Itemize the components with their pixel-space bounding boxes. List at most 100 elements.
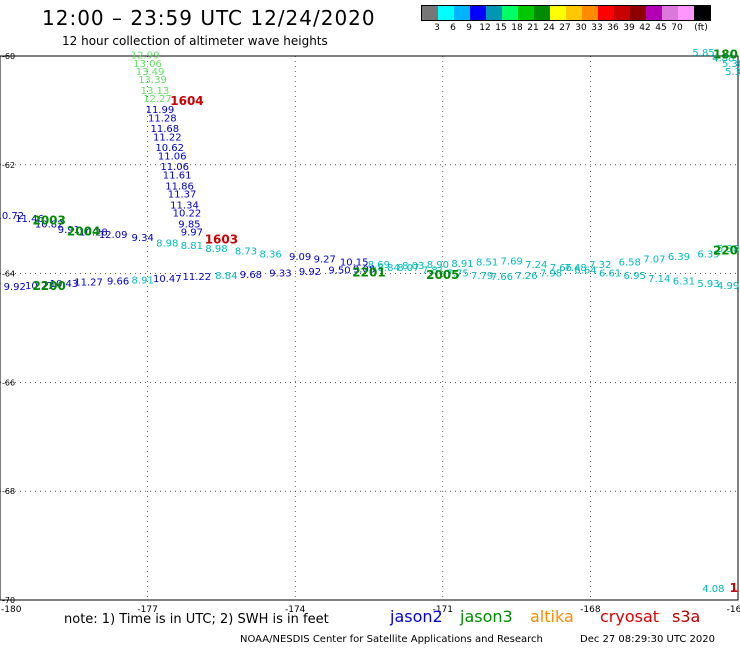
wave-height-label: 8.07 [397, 263, 419, 274]
wave-height-label: 5.38 [722, 59, 740, 70]
wave-height-label: 9.34 [132, 233, 154, 244]
legend-tick-label: 45 [655, 23, 667, 33]
wave-height-label: 4.08 [702, 584, 724, 595]
wave-height-label: 8.90 [427, 260, 449, 271]
wave-height-label: 5.38 [717, 244, 739, 255]
x-tick-label: -16 [727, 605, 740, 615]
wave-height-label: 13.13 [141, 86, 170, 97]
legend-tick-label: 21 [527, 23, 539, 33]
x-tick-label: -174 [285, 605, 306, 615]
wave-height-label: 10.28 [79, 228, 108, 239]
legend-swatch [486, 6, 502, 20]
y-tick-label: -62 [2, 161, 15, 170]
wave-height-label: 8.84 [215, 271, 237, 282]
x-tick-label: -171 [433, 605, 453, 615]
wave-height-label: 11.68 [150, 124, 179, 135]
wave-height-label: 10.15 [340, 257, 369, 268]
time-label: 2004 [67, 225, 100, 239]
wave-height-label: 9.97 [181, 228, 203, 239]
wave-height-label: 10.72 [0, 211, 24, 222]
legend-swatch [566, 6, 582, 20]
legend-tick-label: 30 [575, 23, 587, 33]
wave-height-label: 9.27 [314, 255, 336, 266]
y-tick-label: -66 [2, 378, 15, 387]
wave-height-label: 6.31 [673, 276, 695, 287]
legend-swatch [598, 6, 614, 20]
wave-height-label: 9.33 [269, 268, 291, 279]
wave-height-label: 11.27 [74, 278, 103, 289]
legend-swatch [438, 6, 454, 20]
legend-swatch [630, 6, 646, 20]
wave-height-label: 11.61 [163, 170, 192, 181]
legend-tick-label: 42 [639, 23, 651, 33]
time-label: 180 [713, 48, 738, 62]
wave-height-label: 10.27 [25, 281, 54, 292]
wave-height-label: 6.39 [697, 249, 719, 260]
legend-swatch [678, 6, 694, 20]
wave-height-label: 11.06 [160, 162, 189, 173]
legend-tick-label: 24 [543, 23, 555, 33]
x-tick-label: -177 [137, 605, 157, 615]
legend-swatch [502, 6, 518, 20]
wave-height-label: 7.26 [515, 271, 537, 282]
wave-height-label: 10.62 [155, 143, 184, 154]
wave-height-label: 7.24 [525, 260, 547, 271]
wave-height-label: 5.85 [692, 48, 714, 59]
wave-height-label: 7.98 [540, 268, 562, 279]
wave-height-label: 8.91 [451, 259, 473, 270]
satellite-jason2: jason2 [390, 607, 443, 626]
legend-tick-label: 6 [450, 23, 456, 33]
wave-height-label: 6.58 [619, 257, 641, 268]
legend-tick-label: 70 [671, 23, 683, 33]
legend-swatch [454, 6, 470, 20]
wave-height-label: 8.73 [235, 247, 257, 258]
legend-tick-label: 18 [511, 23, 523, 33]
wave-height-label: 8.98 [205, 244, 227, 255]
wave-height-label: 6.64 [574, 266, 596, 277]
legend-tick-label: 3 [434, 23, 440, 33]
wave-height-label: 8.84 [378, 263, 400, 274]
wave-height-label: 11.46 [15, 214, 44, 225]
satellite-s3a: s3a [672, 607, 701, 626]
legend-tick-label: 36 [607, 23, 619, 33]
wave-height-label: 8.81 [181, 241, 203, 252]
wave-height-label: 8.51 [476, 257, 498, 268]
time-label: 2005 [426, 268, 459, 282]
wave-height-label: 13.39 [138, 75, 167, 86]
map-frame [0, 55, 739, 601]
legend-tick-label: 39 [623, 23, 635, 33]
legend-tick-label: (ft) [694, 23, 708, 33]
wave-height-label: 11.86 [165, 181, 194, 192]
wave-height-label: 11.37 [168, 189, 197, 200]
wave-height-label: 7.69 [501, 256, 523, 267]
page-subtitle: 12 hour collection of altimeter wave hei… [62, 34, 328, 48]
x-tick-label: -168 [580, 605, 601, 615]
page-title: 12:00 – 23:59 UTC 12/24/2020 [42, 6, 376, 30]
wave-height-label: 5.93 [697, 279, 719, 290]
legend-swatch [470, 6, 486, 20]
wave-height-label: 4.88 [712, 53, 734, 64]
wave-height-label: 7.79 [471, 271, 493, 282]
wave-height-label: 7.14 [648, 274, 670, 285]
satellite-cryosat: cryosat [600, 607, 660, 626]
wave-height-label: 13.06 [133, 59, 162, 70]
color-legend: 3 6 9 12 15 18 21 24 27 30 33 36 39 42 45 70 (ft) [421, 5, 711, 35]
time-label: 2200 [32, 279, 65, 293]
y-tick-label: -60 [2, 52, 15, 61]
wave-height-label: 9.91 [58, 225, 80, 236]
wave-height-label: 7.66 [491, 272, 513, 283]
wave-height-label: 10.22 [173, 208, 202, 219]
wave-height-label: 7.81 [422, 266, 444, 277]
wave-height-label: 12.27 [143, 94, 172, 105]
legend-tick-label: 27 [559, 23, 571, 33]
wave-height-label: 9.68 [240, 270, 262, 281]
legend-swatch [694, 6, 710, 20]
wave-height-label: 8.36 [259, 249, 281, 260]
wave-height-label: 11.34 [170, 200, 199, 211]
y-tick-label: -64 [2, 270, 15, 279]
wave-height-label: 10.43 [50, 279, 79, 290]
wave-height-label: 11.22 [182, 272, 211, 283]
wave-height-label: 9.66 [107, 276, 129, 287]
legend-swatch [662, 6, 678, 20]
